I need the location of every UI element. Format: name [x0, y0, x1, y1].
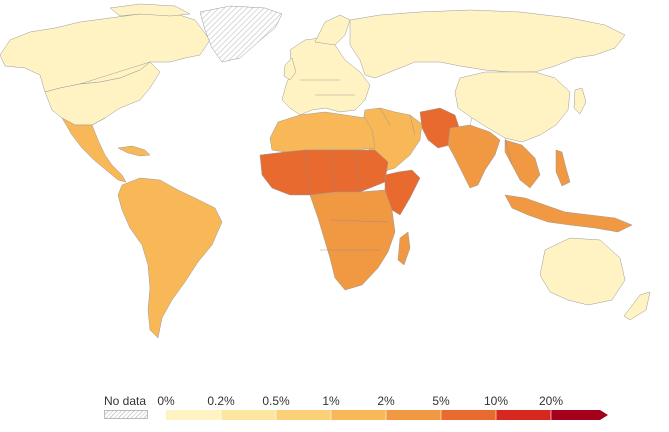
region-japan	[573, 87, 587, 115]
region-india	[447, 124, 501, 189]
region-south-america	[117, 177, 223, 339]
legend-bin-swatch	[331, 410, 386, 420]
legend-bin-swatch	[276, 410, 331, 420]
legend: No data 0% 0.2% 0.5% 1% 2% 5% 10% 20%	[0, 380, 669, 432]
region-southeast-asia	[504, 139, 541, 189]
region-greenland	[199, 5, 283, 63]
legend-color-bar	[166, 410, 608, 420]
region-mexico-central-america	[61, 117, 127, 183]
region-scandinavia	[314, 14, 351, 46]
legend-tick-label: 2%	[377, 394, 395, 408]
world-map	[0, 3, 651, 339]
legend-no-data-swatch	[104, 410, 148, 419]
country-borders	[79, 61, 513, 251]
legend-tick-label: 1%	[322, 394, 340, 408]
region-arctic-islands	[109, 3, 191, 17]
legend-bin-swatch	[441, 410, 496, 420]
legend-tick-label: 0.5%	[262, 394, 290, 408]
legend-no-data-label: No data	[104, 394, 147, 408]
region-madagascar	[397, 231, 411, 266]
region-philippines	[555, 149, 571, 187]
legend-tick-label: 5%	[432, 394, 450, 408]
region-australia	[539, 237, 626, 306]
region-north-africa	[269, 111, 376, 153]
legend-bin-swatch	[496, 410, 551, 420]
region-canada-alaska	[0, 11, 211, 93]
region-russia	[349, 9, 626, 79]
region-new-zealand	[623, 291, 651, 321]
legend-tick-label: 10%	[483, 394, 509, 408]
region-china	[454, 71, 571, 143]
legend-bin-swatch	[221, 410, 276, 420]
legend-bin-swatch	[386, 410, 441, 420]
legend-tick-label: 0%	[157, 394, 175, 408]
region-central-south-africa	[309, 189, 396, 291]
legend-tick-label: 0.2%	[207, 394, 235, 408]
region-caribbean	[117, 145, 151, 157]
legend-tick-label: 20%	[538, 394, 564, 408]
region-indonesia	[504, 194, 633, 233]
legend-bin-swatch	[551, 410, 608, 420]
region-west-africa	[259, 149, 389, 196]
legend-bin-swatch	[166, 410, 221, 420]
region-uk	[283, 57, 297, 81]
